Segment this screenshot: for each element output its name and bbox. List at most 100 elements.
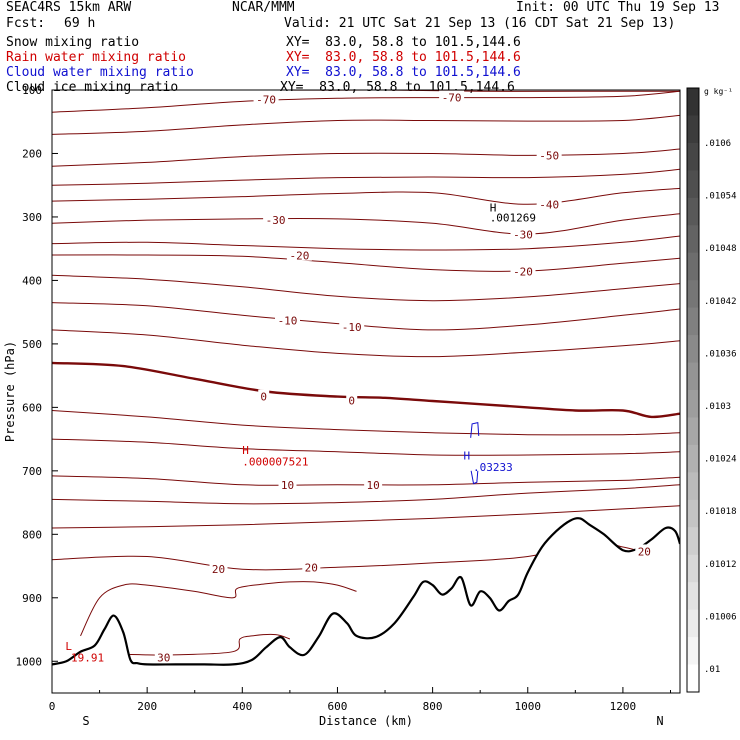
extremum-annotation-4: H: [464, 450, 471, 463]
colorbar-swatch-6: [687, 252, 699, 281]
field-cloudwater-xy: XY= 83.0, 58.8 to 101.5,144.6: [286, 65, 521, 80]
colorbar-swatch-5: [687, 225, 699, 254]
colorbar-swatch-19: [687, 609, 699, 638]
x-tick-label-600: 600: [328, 700, 348, 713]
y-tick-label-800: 800: [22, 528, 42, 541]
colorbar-swatch-4: [687, 197, 699, 226]
extremum-annotation-3: .000007521: [242, 455, 308, 468]
contour-line--65-2: [52, 114, 680, 135]
model-title: SEAC4RS 15km ARW: [6, 0, 132, 15]
colorbar-label-7: .01018: [704, 507, 737, 517]
colorbar-frame: [686, 87, 700, 693]
colorbar-swatch-1: [687, 115, 699, 144]
y-tick-label-500: 500: [22, 338, 42, 351]
y-tick-label-700: 700: [22, 465, 42, 478]
contour-label-5: -30: [513, 229, 533, 242]
contour-label-11: 0: [348, 394, 355, 407]
field-snow-xy: XY= 83.0, 58.8 to 101.5,144.6: [286, 35, 521, 50]
contour-label-3: -40: [539, 198, 559, 211]
valid-time: Valid: 21 UTC Sat 21 Sep 13 (16 CDT Sat …: [284, 16, 676, 31]
field-cloudice-name: Cloud ice mixing ratio: [6, 80, 179, 95]
y-tick-label-300: 300: [22, 211, 42, 224]
contour-label-8: -10: [278, 314, 298, 327]
contour-line--15-9: [52, 274, 680, 302]
colorbar-label-2: .01048: [704, 244, 737, 254]
contour-line--50-3: [52, 148, 680, 167]
contour-label-6: -20: [289, 250, 309, 263]
contour-label-7: -20: [513, 266, 533, 279]
colorbar-label-1: .01054: [704, 192, 737, 202]
colorbar-unit: g kg⁻¹: [704, 87, 733, 96]
contour-line-30-19: [80, 581, 357, 637]
contour-label-2: -50: [539, 149, 559, 162]
contour-label-0: -70: [256, 94, 276, 107]
y-tick-label-400: 400: [22, 274, 42, 287]
x-tick-label-1200: 1200: [610, 700, 637, 713]
contour-label-15: 20: [305, 561, 318, 574]
colorbar-swatch-8: [687, 307, 699, 336]
contour-label-bg-14: [209, 562, 228, 575]
contour-line-0-12: [52, 361, 680, 419]
temperature-contours: [52, 90, 680, 662]
extremum-annotation-5: .03233: [473, 461, 513, 474]
x-tick-label-400: 400: [232, 700, 252, 713]
contour-label-4: -30: [266, 214, 286, 227]
contour-line-5-13: [52, 410, 680, 436]
x-tick-label-0: 0: [49, 700, 56, 713]
contour-label-bg-4: [263, 213, 289, 226]
contour-label-bg-6: [286, 248, 312, 261]
x-axis-label: Distance (km): [319, 714, 413, 728]
y-tick-label-600: 600: [22, 401, 42, 414]
contour-line--10-10: [52, 302, 680, 331]
x-tick-label-800: 800: [423, 700, 443, 713]
contour-label-13: 10: [367, 479, 380, 492]
colorbar-swatch-3: [687, 170, 699, 199]
terrain-fill: [52, 518, 680, 693]
contour-line-30-20: [99, 633, 291, 662]
contour-label-14: 20: [212, 563, 225, 576]
contour-label-bg-10: [258, 389, 270, 402]
extremum-annotation-7: 19.91: [71, 651, 104, 664]
y-axis-label: Pressure (hPa): [3, 341, 17, 442]
y-tick-label-900: 900: [22, 592, 42, 605]
colorbar-label-5: .0103: [704, 402, 731, 412]
init-time: Init: 00 UTC Thu 19 Sep 13: [516, 0, 720, 15]
field-rain-xy: XY= 83.0, 58.8 to 101.5,144.6: [286, 50, 521, 65]
contour-label-bg-11: [346, 393, 358, 406]
contour-label-bg-15: [302, 560, 321, 573]
colorbar-swatch-9: [687, 335, 699, 364]
colorbar-label-0: .0106: [704, 139, 731, 149]
colorbar-swatch-13: [687, 444, 699, 473]
fcst-value: 69 h: [64, 16, 96, 31]
extremum-annotation-6: L: [65, 640, 72, 653]
contour-line--25-7: [52, 235, 680, 251]
direction-south: S: [82, 714, 89, 728]
contour-line--45-4: [52, 168, 680, 186]
contour-line--40-5: [52, 187, 680, 205]
extremum-annotation-1: .001269: [490, 212, 536, 225]
contour-label-bg-13: [364, 477, 383, 490]
y-tick-label-200: 200: [22, 147, 42, 160]
extremum-annotation-0: H: [490, 201, 497, 214]
contour-label-bg-8: [275, 313, 300, 326]
x-tick-label-1000: 1000: [515, 700, 542, 713]
contour-label-bg-0: [253, 92, 279, 105]
contour-labels: -70 -70 -50 -40 -30 -30 -20 -20 -10 -10 0 0 10 10 20 20…: [65, 90, 654, 664]
colorbar-label-6: .01024: [704, 455, 737, 465]
field-cloudwater-name: Cloud water mixing ratio: [6, 65, 194, 80]
colorbar-swatch-18: [687, 582, 699, 611]
contour-label-bg-9: [339, 319, 365, 332]
colorbar: g kg⁻¹ .0106 .01054 .01048 .01042 .01036 .0103…: [686, 87, 737, 693]
contour-label-bg-1: [439, 90, 465, 103]
contour-label-bg-3: [536, 197, 562, 210]
contour-line--70-1: [52, 90, 680, 113]
field-snow-name: Snow mixing ratio: [6, 35, 140, 50]
extremum-annotation-2: H: [242, 444, 249, 457]
contour-label-bg-12: [278, 477, 297, 490]
colorbar-swatch-12: [687, 417, 699, 446]
colorbar-swatch-17: [687, 554, 699, 583]
contour-label-bg-7: [510, 264, 536, 277]
colorbar-label-9: .01006: [704, 612, 737, 622]
colorbar-swatch-16: [687, 527, 699, 556]
